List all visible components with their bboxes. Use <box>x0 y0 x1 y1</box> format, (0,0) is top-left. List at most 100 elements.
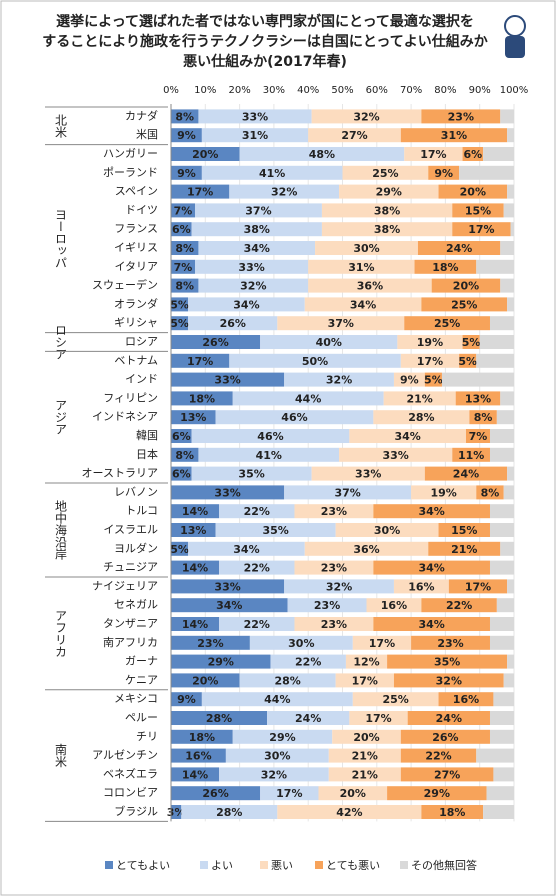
bar-segment <box>315 241 418 255</box>
bar-segment <box>407 711 490 725</box>
value-label: 16% <box>381 599 407 612</box>
bar-segment <box>507 184 514 199</box>
category-label: 南アフリカ <box>103 636 158 649</box>
category-label: セネガル <box>114 598 158 611</box>
bar-segment <box>311 466 425 481</box>
bar-segment <box>366 598 422 613</box>
bar-segment <box>219 504 295 519</box>
category-label: ガーナ <box>125 655 158 668</box>
bar-segment <box>462 147 484 161</box>
bar-segment <box>171 523 216 537</box>
bar-segment <box>500 541 514 556</box>
value-label: 34% <box>394 430 420 443</box>
bar-segment <box>219 617 295 631</box>
bar-segment <box>188 297 305 312</box>
value-label: 38% <box>374 223 400 236</box>
bar-segment <box>171 786 261 801</box>
value-label: 37% <box>328 317 354 330</box>
value-label: 41% <box>256 449 282 462</box>
value-label: 34% <box>350 298 376 311</box>
value-label: 32% <box>326 374 352 387</box>
value-label: 14% <box>182 768 208 781</box>
value-label: 48% <box>309 148 335 161</box>
bar-segment <box>493 692 514 707</box>
bar-segment <box>171 165 202 180</box>
bar-segment <box>191 466 312 481</box>
bar-segment <box>171 729 233 744</box>
bar-segment <box>277 316 405 331</box>
value-label: 23% <box>448 110 474 123</box>
bar-segment <box>198 109 312 124</box>
value-label: 24% <box>436 712 462 725</box>
bar-segment <box>400 353 460 368</box>
chart-title: することにより施政を行うテクノクラシーは自国にとってよい仕組みか <box>42 33 487 50</box>
bar-segment <box>459 353 477 368</box>
value-label: 30% <box>288 637 314 650</box>
category-label: アルゼンチン <box>92 749 158 762</box>
bar-segment <box>332 729 401 744</box>
value-label: 17% <box>465 580 491 593</box>
value-label: 27% <box>434 768 460 781</box>
value-label: 6% <box>172 468 191 481</box>
value-label: 17% <box>365 712 391 725</box>
bar-segment <box>198 278 309 293</box>
bar-segment <box>459 165 514 180</box>
value-label: 17% <box>187 186 213 199</box>
value-label: 13% <box>465 392 491 405</box>
bar-segment <box>225 748 329 763</box>
category-label: ブラジル <box>114 804 158 818</box>
value-label: 6% <box>463 148 482 161</box>
bar-segment <box>428 541 501 556</box>
value-label: 29% <box>269 731 295 744</box>
value-label: 36% <box>353 543 379 556</box>
bar-segment <box>232 391 384 406</box>
category-label: オランダ <box>114 296 158 310</box>
bar-segment <box>479 335 514 349</box>
bar-segment <box>201 165 343 180</box>
bar-segment <box>438 692 494 707</box>
bar-segment <box>171 692 202 707</box>
value-label: 9% <box>434 167 453 180</box>
legend-swatch <box>260 861 268 869</box>
value-label: 33% <box>355 468 381 481</box>
bar-segment <box>452 447 490 462</box>
value-label: 33% <box>238 261 264 274</box>
bar-segment <box>201 128 309 143</box>
value-label: 16% <box>453 693 479 706</box>
bar-segment <box>171 335 261 349</box>
value-label: 8% <box>175 449 194 462</box>
value-label: 33% <box>214 374 240 387</box>
x-tick-label: 50% <box>331 85 353 96</box>
category-label: ロシア <box>125 335 158 348</box>
category-label: フィリピン <box>103 391 158 404</box>
bar-segment <box>335 673 394 688</box>
bar-segment <box>171 579 285 594</box>
bar-segment <box>171 391 233 406</box>
bar-segment <box>438 184 508 199</box>
value-label: 9% <box>400 374 419 387</box>
value-label: 7% <box>174 261 193 274</box>
value-label: 31% <box>441 129 467 142</box>
bar-segment <box>171 541 189 556</box>
bar-segment <box>304 541 429 556</box>
value-label: 37% <box>334 486 360 499</box>
category-label: ペルー <box>125 711 158 724</box>
value-label: 28% <box>206 712 232 725</box>
bar-segment <box>489 560 514 575</box>
bar-segment <box>352 635 412 650</box>
bar-segment <box>171 711 268 725</box>
value-label: 26% <box>202 336 228 349</box>
value-label: 15% <box>465 204 491 217</box>
bar-segment <box>489 711 514 725</box>
x-tick-label: 100% <box>500 85 529 96</box>
bar-segment <box>489 617 514 631</box>
value-label: 44% <box>264 693 290 706</box>
bar-segment <box>171 241 199 255</box>
bar-segment <box>424 372 442 387</box>
legend-label: とてもよい <box>116 859 170 872</box>
bar-segment <box>188 541 305 556</box>
value-label: 23% <box>437 637 463 650</box>
bar-segment <box>489 729 514 744</box>
bar-segment <box>311 109 422 124</box>
